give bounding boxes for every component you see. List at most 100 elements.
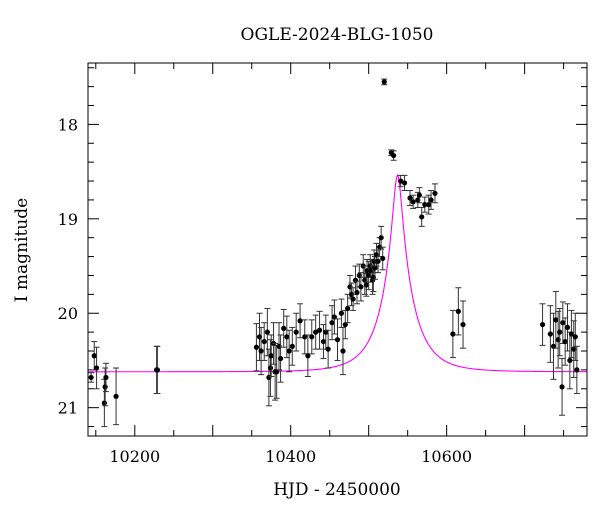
data-marker [289, 343, 295, 349]
x-tick-label: 10600 [421, 447, 472, 466]
data-point [93, 346, 100, 390]
data-marker [557, 329, 563, 335]
data-marker [302, 334, 308, 340]
data-marker [274, 369, 280, 375]
data-marker [338, 310, 344, 316]
x-tick-label: 10200 [109, 447, 160, 466]
chart-title: OGLE-2024-BLG-1050 [241, 25, 434, 45]
data-point [261, 322, 268, 361]
model-curve [88, 173, 587, 373]
x-tick-label: 10400 [265, 447, 316, 466]
data-marker [268, 353, 274, 359]
data-marker [562, 338, 568, 345]
data-point [556, 308, 563, 357]
data-marker [261, 338, 267, 345]
data-point [428, 189, 435, 210]
data-marker [325, 346, 331, 352]
data-point [431, 183, 438, 204]
y-tick-label: 21 [58, 399, 78, 418]
data-point [390, 150, 397, 161]
data-marker [419, 214, 425, 220]
data-marker [432, 190, 438, 196]
data-marker [539, 321, 546, 328]
data-point [379, 246, 386, 271]
data-point [102, 367, 109, 407]
data-marker [316, 327, 323, 333]
data-marker [422, 202, 428, 208]
data-marker [455, 308, 461, 314]
data-point [320, 324, 327, 360]
data-marker [380, 255, 386, 262]
data-marker [154, 367, 160, 373]
data-marker [350, 296, 356, 302]
data-point [280, 308, 287, 348]
data-point [102, 362, 109, 393]
data-marker [574, 367, 580, 373]
data-point [425, 194, 432, 215]
data-marker [286, 348, 292, 354]
data-marker [264, 329, 270, 335]
data-marker [572, 334, 578, 340]
data-point [293, 312, 300, 352]
data-point [286, 329, 293, 373]
data-point [338, 298, 345, 328]
data-point [418, 206, 425, 227]
data-point [455, 287, 462, 336]
data-point [297, 303, 304, 339]
data-point [267, 339, 274, 397]
data-marker [91, 353, 97, 359]
data-point [353, 280, 360, 305]
data-marker [313, 329, 319, 335]
y-tick-label: 18 [58, 115, 78, 134]
data-marker [407, 195, 413, 201]
data-point [308, 319, 315, 355]
data-point [550, 312, 557, 380]
data-point [113, 367, 120, 426]
data-point [258, 326, 265, 376]
data-point [401, 174, 408, 191]
data-point [339, 326, 346, 376]
data-marker [428, 197, 434, 203]
data-point [334, 318, 341, 361]
data-marker [559, 384, 565, 390]
data-marker [460, 321, 466, 328]
data-marker [416, 192, 422, 198]
data-point [381, 78, 388, 86]
data-marker [371, 258, 377, 264]
data-marker [103, 374, 109, 381]
data-point [331, 299, 338, 335]
data-point [407, 189, 414, 207]
data-point [264, 308, 271, 357]
data-marker [426, 202, 432, 208]
data-marker [297, 318, 303, 324]
data-marker [284, 334, 290, 340]
data-point [88, 372, 95, 383]
data-point [154, 345, 161, 395]
data-marker [550, 343, 557, 349]
data-point [416, 187, 423, 204]
y-tick-label: 19 [58, 210, 78, 229]
data-marker [378, 235, 384, 241]
data-point [344, 293, 351, 324]
data-marker [391, 152, 397, 159]
data-point [410, 194, 417, 209]
data-marker [553, 317, 559, 323]
data-point [304, 334, 311, 378]
data-point [559, 358, 566, 416]
data-marker [323, 329, 329, 335]
data-marker [564, 324, 571, 331]
data-marker [101, 400, 107, 406]
data-marker [345, 305, 351, 312]
data-marker [267, 365, 274, 371]
data-point [316, 310, 323, 350]
data-marker [334, 337, 341, 343]
data-marker [363, 282, 369, 288]
data-point [277, 334, 284, 383]
data-point [369, 265, 376, 295]
data-marker [281, 325, 287, 331]
model-curve-layer [88, 173, 587, 373]
data-point [449, 309, 456, 359]
data-point [253, 323, 260, 372]
data-marker [401, 180, 408, 186]
data-point [301, 319, 308, 355]
